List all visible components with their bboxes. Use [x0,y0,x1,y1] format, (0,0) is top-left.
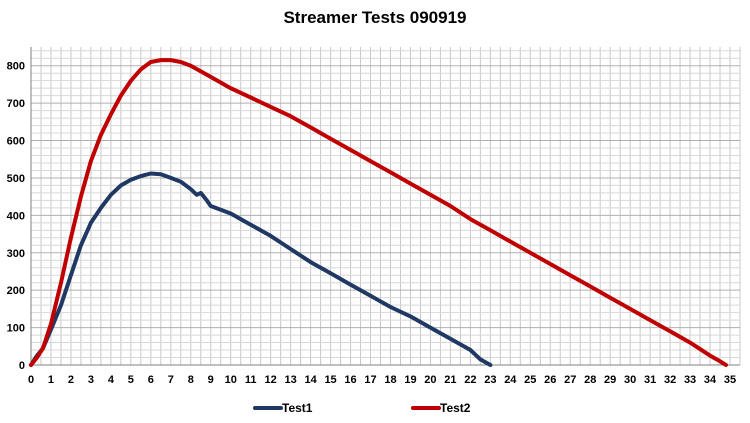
legend-label-test1: Test1 [282,401,313,415]
x-tick-label: 30 [624,374,636,386]
y-tick-label: 0 [19,360,25,372]
x-tick-label: 32 [664,374,676,386]
x-tick-label: 31 [644,374,656,386]
y-tick-label: 800 [7,61,25,73]
x-tick-label: 3 [88,374,94,386]
x-tick-label: 23 [484,374,496,386]
series-line-test2 [29,58,728,367]
y-tick-label: 100 [7,323,25,335]
x-tick-label: 7 [168,374,174,386]
x-tick-label: 16 [344,374,356,386]
x-tick-label: 33 [684,374,696,386]
x-tick-label: 2 [68,374,74,386]
x-tick-label: 4 [108,374,115,386]
y-tick-label: 300 [7,248,25,260]
x-tick-label: 15 [324,374,336,386]
y-tick-label: 400 [7,210,25,222]
x-tick-label: 22 [464,374,476,386]
x-tick-label: 8 [188,374,194,386]
y-tick-label: 500 [7,173,25,185]
x-tick-label: 24 [504,374,517,386]
plot-area [31,47,740,365]
x-tick-label: 35 [724,374,736,386]
y-tick-label: 200 [7,285,25,297]
legend-label-test2: Test2 [440,401,471,415]
chart-title: Streamer Tests 090919 [283,8,467,27]
x-tick-label: 25 [524,374,536,386]
x-tick-label: 34 [704,374,717,386]
x-tick-label: 20 [424,374,436,386]
x-tick-label: 9 [208,374,214,386]
x-tick-label: 10 [225,374,237,386]
x-tick-label: 28 [584,374,596,386]
x-tick-label: 29 [604,374,616,386]
x-tick-label: 0 [28,374,34,386]
x-tick-label: 26 [544,374,556,386]
x-tick-label: 19 [404,374,416,386]
x-tick-label: 14 [304,374,317,386]
x-tick-label: 27 [564,374,576,386]
y-tick-label: 700 [7,98,25,110]
series-line-test1 [29,171,493,367]
x-tick-label: 18 [384,374,396,386]
x-tick-label: 1 [48,374,54,386]
x-tick-label: 17 [364,374,376,386]
y-tick-label: 600 [7,136,25,148]
x-tick-label: 5 [128,374,134,386]
x-tick-label: 21 [444,374,456,386]
x-tick-label: 11 [245,374,257,386]
x-tick-label: 12 [265,374,277,386]
x-tick-label: 13 [285,374,297,386]
x-tick-label: 6 [148,374,154,386]
